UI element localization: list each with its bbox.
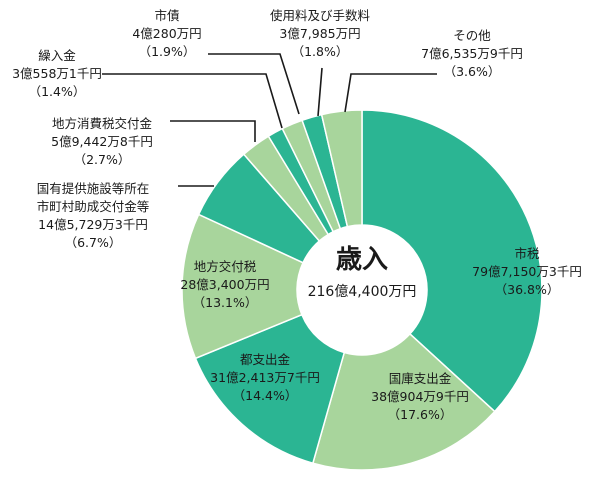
slice-percent: （6.7%） [65,235,122,250]
slice-1 [311,332,496,471]
slice-9 [320,109,363,228]
leader-line-8 [317,67,323,117]
slice-label-5: 地方消費税交付金 5億9,442万8千円 （2.7%） [51,116,153,167]
slice-amount: 31億2,413万7千円 [210,370,320,385]
slice-0 [361,109,543,413]
slice-name: 国庫支出金 [389,371,452,386]
slice-2 [194,313,346,465]
leader-line-6 [102,73,283,129]
slice-name: 国有提供施設等所在 [37,181,150,196]
leader-line-7 [208,53,300,115]
slice-amount: 7億6,535万9千円 [421,46,523,61]
center-title: 歳入 [336,245,388,275]
leader-line-9 [344,73,437,113]
leader-lines-group [102,53,437,187]
slice-name: 市債 [154,8,179,23]
slice-name: 市町村助成交付金等 [37,199,150,214]
slice-label-0: 市税 79億7,150万3千円 （36.8%） [472,246,582,297]
slice-amount: 14億5,729万3千円 [38,217,148,232]
slice-percent: （3.6%） [444,64,501,79]
slice-amount: 38億904万9千円 [371,389,469,404]
slice-amount: 4億280万円 [132,26,201,41]
slice-label-6: 繰入金 3億558万1千円 （1.4%） [12,48,102,99]
slice-percent: （1.4%） [29,84,86,99]
slice-label-3: 地方交付税 28億3,400万円 （13.1%） [180,259,269,310]
slice-labels-group: 市税 79億7,150万3千円 （36.8%） 国庫支出金 38億904万9千円 （17.… [12,8,582,422]
slice-name: その他 [453,28,491,43]
slice-amount: 79億7,150万3千円 [472,264,582,279]
slice-amount: 3億558万1千円 [12,66,102,81]
slice-name: 都支出金 [240,352,291,367]
slice-label-1: 国庫支出金 38億904万9千円 （17.6%） [371,371,469,422]
slice-name: 地方消費税交付金 [52,116,153,131]
slice-percent: （1.9%） [139,44,196,59]
slice-amount: 3億7,985万円 [279,26,360,41]
slice-label-4: 国有提供施設等所在市町村助成交付金等 14億5,729万3千円 （6.7%） [37,181,150,250]
slice-name: 使用料及び手数料 [270,8,371,23]
center-total: 216億4,400万円 [308,284,417,300]
slice-amount: 28億3,400万円 [180,277,269,292]
slice-3 [181,213,305,360]
slice-amount: 5億9,442万8千円 [51,134,153,149]
slice-label-2: 都支出金 31億2,413万7千円 （14.4%） [210,352,320,403]
slice-label-8: 使用料及び手数料 3億7,985万円 （1.8%） [270,8,371,59]
slice-label-9: その他 7億6,535万9千円 （3.6%） [421,28,523,79]
slice-percent: （13.1%） [193,295,258,310]
slice-percent: （1.8%） [292,44,349,59]
slice-name: 地方交付税 [194,259,257,274]
slices-group [181,109,543,471]
slice-percent: （17.6%） [388,407,453,422]
slice-name: 市税 [514,246,540,261]
slice-percent: （14.4%） [233,388,298,403]
slice-percent: （2.7%） [74,152,131,167]
slice-name: 繰入金 [38,48,76,63]
slice-percent: （36.8%） [495,282,560,297]
slice-label-7: 市債 4億280万円 （1.9%） [132,8,201,59]
leader-line-5 [170,120,256,142]
